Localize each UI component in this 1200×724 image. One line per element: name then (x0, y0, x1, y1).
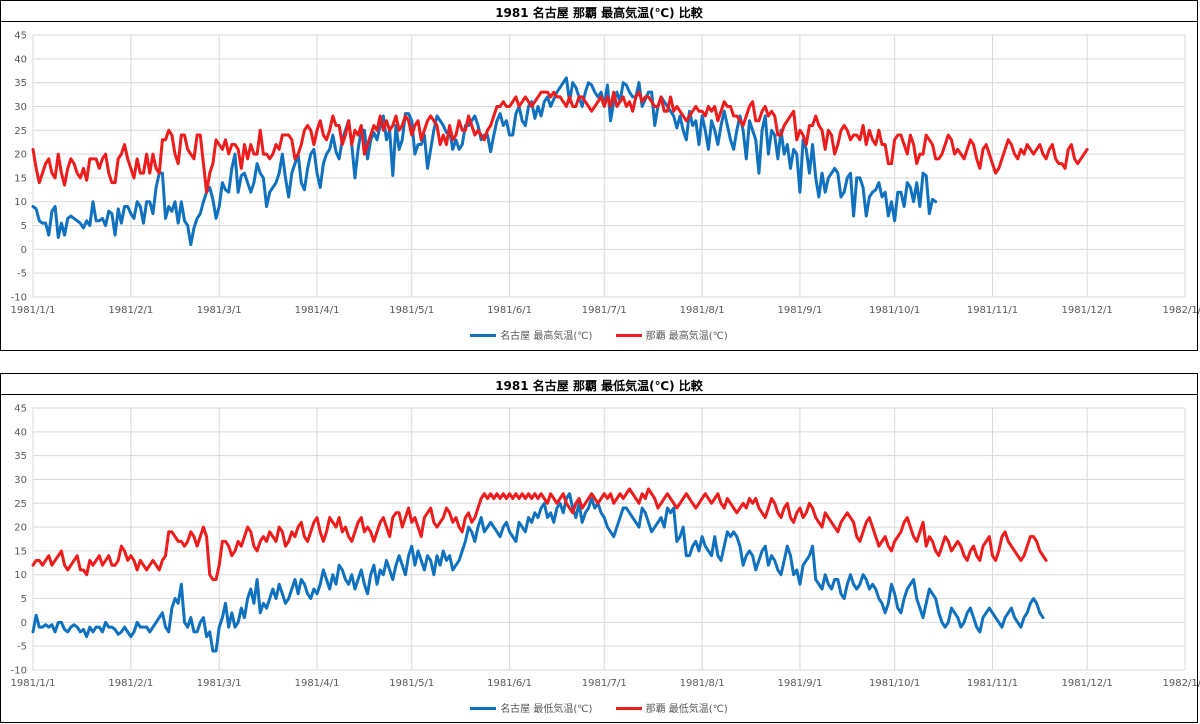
y-tick-label: 30 (14, 475, 27, 486)
x-tick-label: 1981/4/1 (295, 678, 340, 689)
chart-panel-max-temp: 1981 名古屋 那覇 最高気温(℃) 比較 -10 -5 0 5 10 15 20 25 30… (0, 0, 1200, 351)
x-tick-label: 1981/8/1 (680, 305, 725, 316)
legend-item-nagoya: 名古屋 最低気温(℃) (470, 700, 592, 715)
y-tick-label: 0 (21, 618, 27, 629)
x-tick-label: 1981/7/1 (582, 305, 627, 316)
x-tick-label: 1981/11/1 (967, 678, 1018, 689)
legend-label-naha: 那覇 最高気温(℃) (645, 331, 728, 342)
y-tick-label: 35 (14, 451, 27, 462)
legend-swatch-nagoya (470, 706, 497, 710)
y-tick-label: -10 (11, 666, 27, 677)
y-tick-label: 20 (14, 150, 27, 161)
series-line-nagoya (31, 492, 1045, 653)
legend-label-nagoya: 名古屋 最高気温(℃) (500, 331, 593, 342)
legend-swatch-naha (615, 706, 642, 710)
x-tick-label: 1981/2/1 (108, 305, 153, 316)
y-tick-label: 20 (14, 523, 27, 534)
chart-legend: 名古屋 最低気温(℃) 那覇 最低気温(℃) (1, 700, 1197, 715)
y-tick-label: -5 (17, 642, 27, 653)
x-tick-label: 1981/1/1 (11, 305, 56, 316)
y-tick-label: 10 (14, 570, 27, 581)
legend-item-nagoya: 名古屋 最高気温(℃) (470, 327, 592, 342)
y-tick-label: 40 (14, 427, 27, 438)
x-tick-label: 1981/6/1 (487, 678, 532, 689)
y-tick-label: 35 (14, 78, 27, 89)
legend-label-nagoya: 名古屋 最低気温(℃) (500, 704, 593, 715)
x-tick-label: 1981/1/1 (11, 678, 56, 689)
x-tick-label: 1981/8/1 (680, 678, 725, 689)
x-tick-label: 1981/9/1 (777, 305, 822, 316)
chart-title: 1981 名古屋 那覇 最高気温(℃) 比較 (495, 6, 703, 20)
y-tick-label: 40 (14, 54, 27, 65)
legend-label-naha: 那覇 最低気温(℃) (645, 704, 728, 715)
y-tick-label: 10 (14, 197, 27, 208)
x-tick-label: 1982/1/1 (1163, 678, 1200, 689)
legend-swatch-nagoya (470, 333, 497, 337)
x-tick-label: 1981/10/1 (869, 305, 920, 316)
x-tick-label: 1981/12/1 (1062, 305, 1113, 316)
x-tick-label: 1981/5/1 (389, 305, 434, 316)
x-tick-label: 1981/6/1 (487, 305, 532, 316)
y-tick-label: 30 (14, 102, 27, 113)
legend-item-naha: 那覇 最低気温(℃) (615, 700, 728, 715)
y-tick-label: 15 (14, 173, 27, 184)
x-tick-label: 1981/9/1 (777, 678, 822, 689)
chart-plot-max-temp: -10 -5 0 5 10 15 20 25 30 35 40 45 1981/1/1 1981/2/1 1… (11, 31, 1200, 317)
x-tick-label: 1981/3/1 (197, 678, 242, 689)
series-line-naha (31, 487, 1048, 581)
y-tick-label: -10 (11, 293, 27, 304)
y-tick-label: -5 (17, 269, 27, 280)
y-tick-label: 5 (21, 594, 27, 605)
y-tick-label: 45 (14, 31, 27, 42)
title-divider (1, 21, 1197, 22)
x-tick-label: 1981/7/1 (582, 678, 627, 689)
chart-title: 1981 名古屋 那覇 最低気温(℃) 比較 (495, 379, 703, 393)
x-tick-label: 1981/2/1 (108, 678, 153, 689)
chart-plot-min-temp: -10 -5 0 5 10 15 20 25 30 35 40 45 1981/1/1 1981/2/1 1… (11, 404, 1200, 690)
chart-panel-min-temp: 1981 名古屋 那覇 最低気温(℃) 比較 -10 -5 0 5 10 15 20 25 30… (0, 373, 1200, 723)
x-tick-label: 1981/3/1 (197, 305, 242, 316)
y-tick-label: 25 (14, 499, 27, 510)
y-tick-label: 5 (21, 221, 27, 232)
title-divider (1, 394, 1197, 395)
y-tick-label: 15 (14, 546, 27, 557)
legend-item-naha: 那覇 最高気温(℃) (615, 327, 728, 342)
chart-legend: 名古屋 最高気温(℃) 那覇 最高気温(℃) (1, 327, 1197, 342)
x-tick-label: 1981/10/1 (869, 678, 920, 689)
y-tick-label: 0 (21, 245, 27, 256)
legend-swatch-naha (615, 333, 642, 337)
y-tick-label: 45 (14, 404, 27, 415)
x-tick-label: 1981/12/1 (1062, 678, 1113, 689)
x-tick-label: 1981/5/1 (389, 678, 434, 689)
x-tick-label: 1982/1/1 (1163, 305, 1200, 316)
x-tick-label: 1981/4/1 (295, 305, 340, 316)
series-line-naha (31, 90, 1089, 194)
x-tick-label: 1981/11/1 (967, 305, 1018, 316)
y-tick-label: 25 (14, 126, 27, 137)
